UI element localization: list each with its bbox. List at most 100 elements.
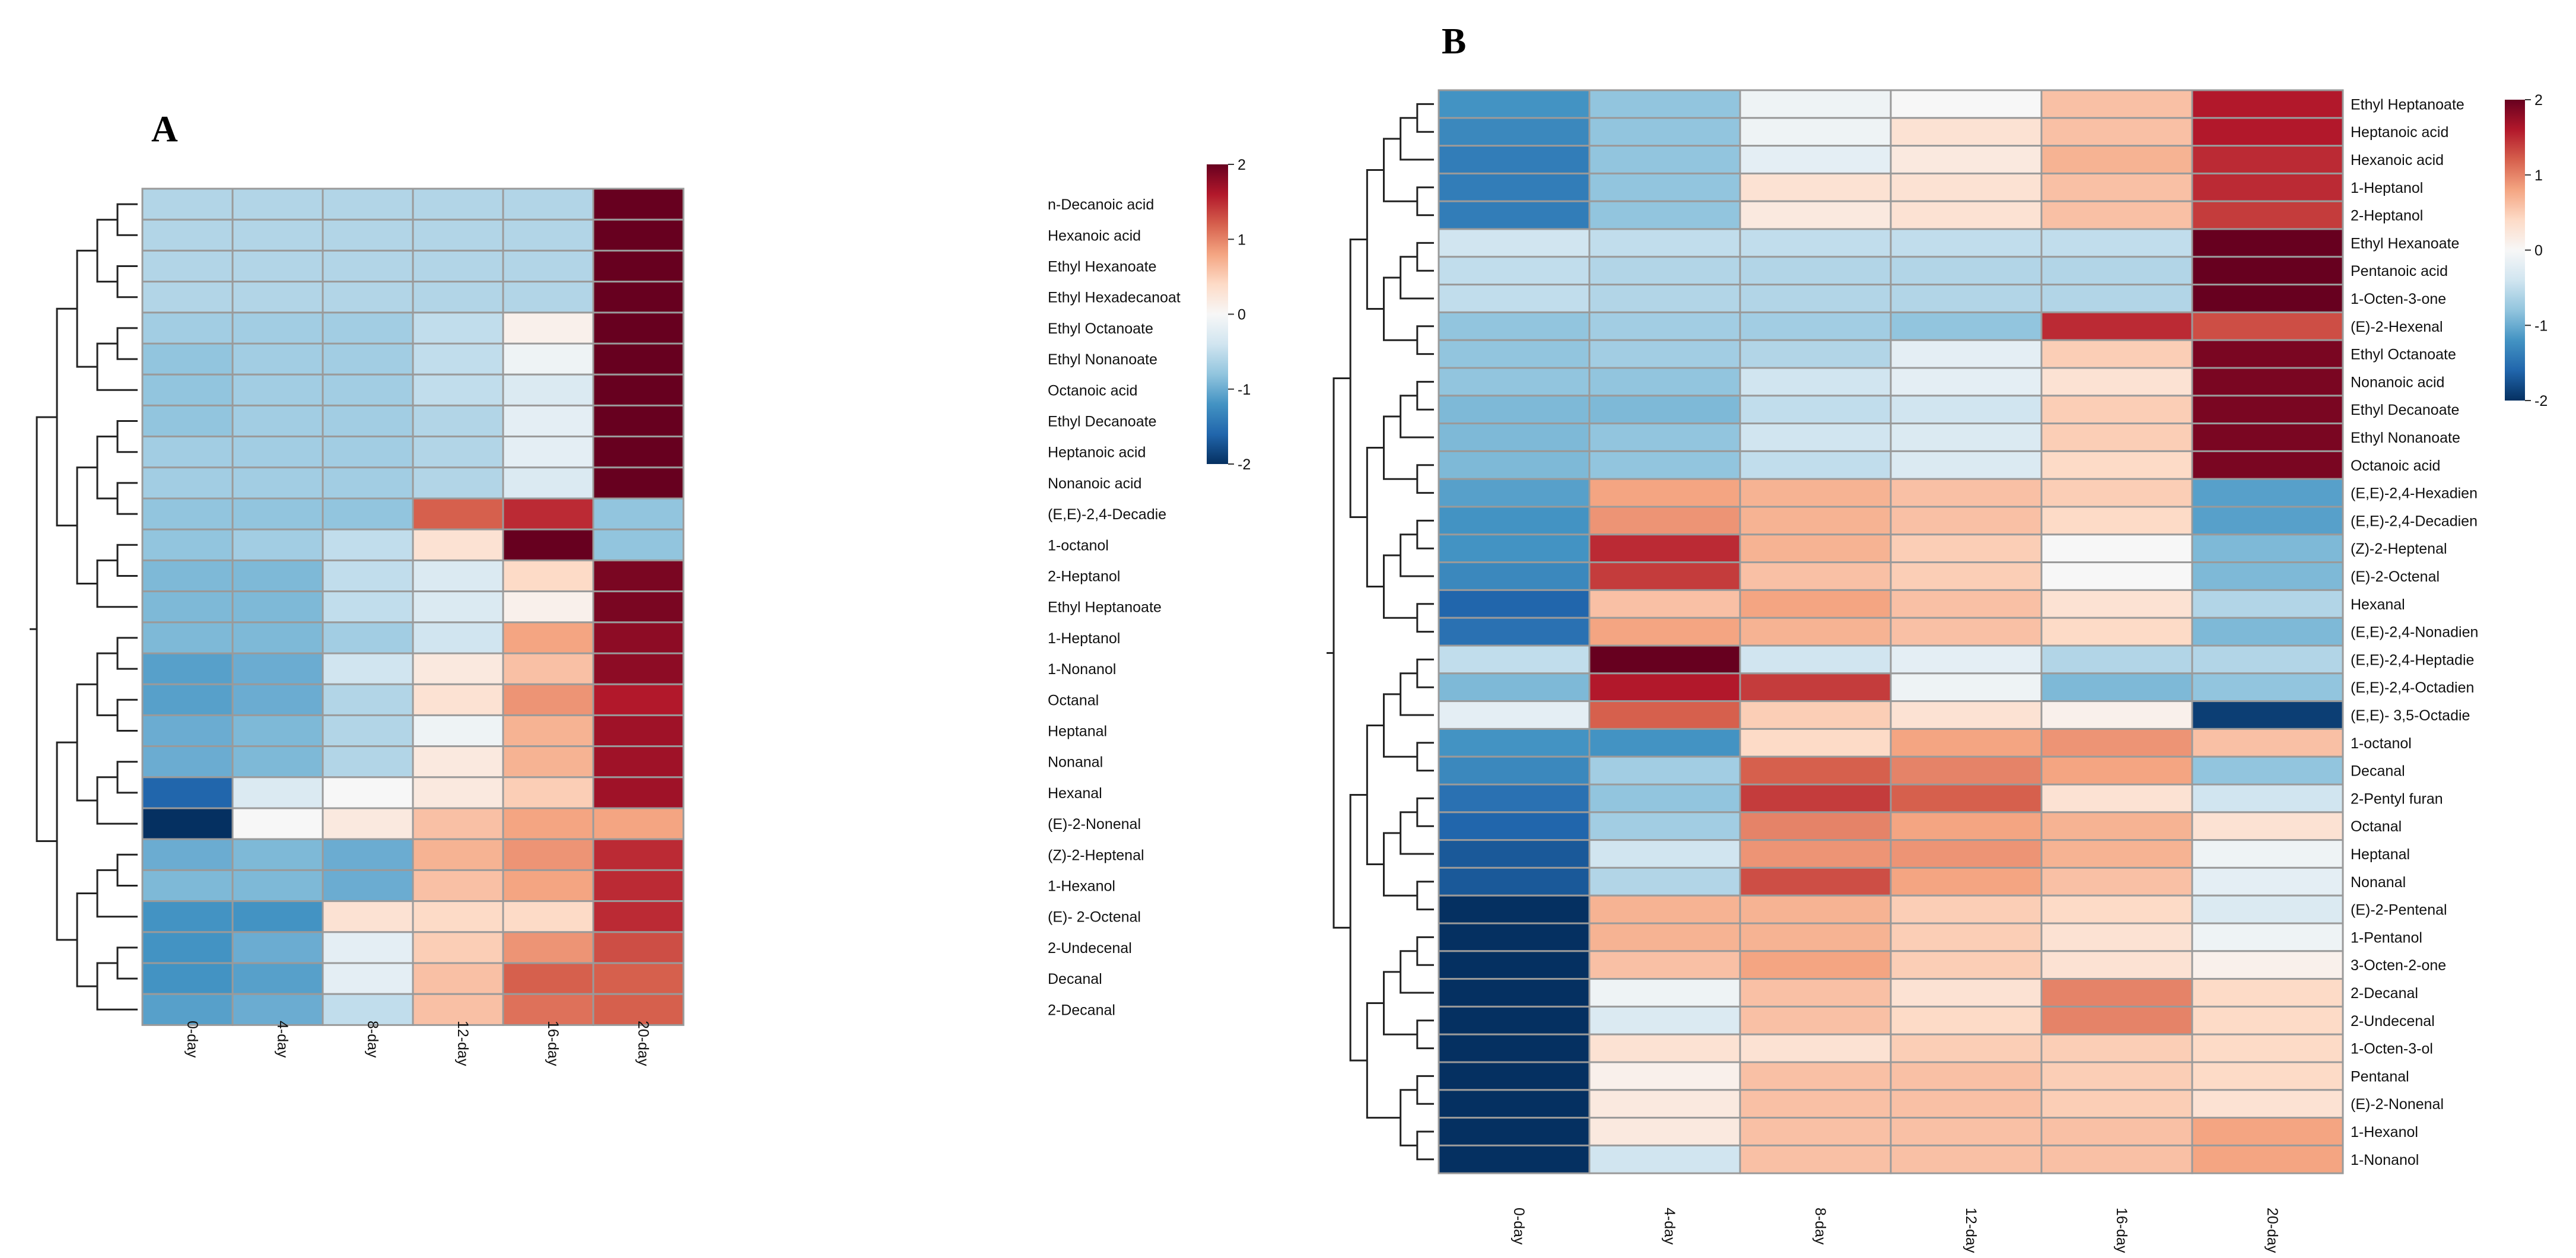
heatmap-cell [2040, 839, 2193, 869]
panel-letter-b: B [1442, 21, 1466, 62]
heatmap-cell [1438, 866, 1591, 897]
heatmap-cell [2040, 589, 2193, 619]
heatmap-cell [2040, 978, 2193, 1008]
column-label: 12-day [1963, 1208, 1979, 1253]
row-label: (E)- 2-Octenal [1048, 909, 1141, 926]
row-label: 2-Pentyl furan [2351, 790, 2443, 807]
heatmap-cell [1588, 950, 1741, 980]
dendrogram-branch [116, 420, 138, 453]
legend-tick-label: 1 [1238, 231, 1246, 248]
heatmap-cell [502, 559, 594, 593]
heatmap-cell [1890, 395, 2043, 425]
heatmap-cell [141, 745, 234, 779]
dendrogram-branch [76, 683, 97, 802]
heatmap-cell [2040, 728, 2193, 758]
heatmap-cell [1438, 117, 1591, 147]
heatmap-cell [2191, 1144, 2344, 1174]
heatmap-cell [592, 281, 685, 314]
row-label: (E)-2-Nonenal [2351, 1096, 2444, 1113]
heatmap-cell [1438, 894, 1591, 925]
heatmap-cell [1588, 783, 1741, 814]
heatmap-cell [1739, 533, 1892, 564]
heatmap-cell [231, 962, 324, 995]
heatmap-cell [1438, 533, 1591, 564]
heatmap-cell [2040, 811, 2193, 841]
heatmap-cell [141, 281, 234, 314]
dendrogram-branch [76, 466, 97, 585]
heatmap-cell [1588, 1061, 1741, 1091]
heatmap-cell [231, 188, 324, 221]
heatmap-cell [1588, 672, 1741, 703]
heatmap-cell [322, 559, 414, 593]
heatmap-cell [1890, 617, 2043, 647]
heatmap-cell [141, 683, 234, 716]
heatmap-cell [1890, 950, 2043, 980]
color-legend: 2 1 0 -1 -2 [2505, 92, 2548, 409]
heatmap-cell [502, 745, 594, 779]
heatmap-cell [2040, 894, 2193, 925]
heatmap-cell [1890, 506, 2043, 536]
row-label: 1-Hexanol [1048, 878, 1115, 895]
row-label: Ethyl Heptanoate [2351, 96, 2464, 113]
dendrogram-branch [1416, 103, 1434, 133]
heatmap-cell [412, 652, 504, 685]
dendrogram-branch [1400, 1089, 1417, 1146]
heatmap-cell [231, 683, 324, 716]
row-label: 1-Nonanol [1048, 661, 1116, 678]
heatmap-cell [2040, 866, 2193, 897]
dendrogram-branch [1400, 950, 1434, 994]
heatmap-cell [1438, 395, 1591, 425]
row-labels: n-Decanoic acid Hexanoic acid Ethyl Hexano… [1048, 196, 1181, 1018]
heatmap-cell [502, 993, 594, 1026]
row-label: Pentanal [2351, 1068, 2409, 1085]
heatmap-cell [1890, 450, 2043, 480]
heatmap-cell [231, 218, 324, 252]
heatmap-cell [1890, 978, 2043, 1008]
heatmap-cell [141, 652, 234, 685]
heatmap-cell [1438, 228, 1591, 258]
dendrogram-branch [116, 637, 138, 670]
heatmap-cell [141, 373, 234, 406]
heatmap-cell [2191, 145, 2344, 174]
heatmap-cell [2040, 311, 2193, 341]
dendrogram-branch [1349, 239, 1367, 519]
heatmap-cell [2191, 950, 2344, 980]
heatmap-cell [2040, 950, 2193, 980]
row-label: Ethyl Octanoate [1048, 320, 1153, 337]
heatmap-cell [322, 745, 414, 779]
heatmap-cell [1588, 839, 1741, 869]
dendrogram-branch [1349, 794, 1367, 1062]
heatmap-cell [1890, 339, 2043, 369]
row-label: Ethyl Decanoate [1048, 414, 1156, 430]
row-label: Nonanoic acid [1048, 475, 1141, 492]
heatmap-cells [141, 188, 685, 1026]
heatmap-cell [1588, 561, 1741, 591]
heatmap-cell [322, 962, 414, 995]
heatmap-cell [2040, 478, 2193, 508]
heatmap-cell [141, 497, 234, 530]
heatmap-cell [1739, 783, 1892, 814]
heatmap-cell [1438, 1117, 1591, 1146]
column-label: 8-day [1812, 1208, 1828, 1245]
heatmap-cell [231, 466, 324, 500]
dendrogram-branch [1400, 533, 1434, 577]
row-label: (Z)-2-Heptenal [1048, 847, 1144, 863]
row-label: 1-Heptanol [1048, 630, 1120, 647]
heatmap-cell [231, 776, 324, 809]
heatmap-cell [2040, 700, 2193, 730]
heatmap-cell [1890, 533, 2043, 564]
heatmap-cell [1890, 200, 2043, 230]
heatmap-cell [2191, 1089, 2344, 1119]
heatmap-cell [322, 590, 414, 624]
heatmap-cell [502, 373, 594, 406]
heatmap-cell [2040, 367, 2193, 397]
heatmap-cell [1890, 755, 2043, 786]
row-label: 2-Heptanol [1048, 568, 1120, 585]
heatmap-cell [231, 838, 324, 871]
dendrogram-branch [1416, 881, 1434, 911]
heatmap-cell [2040, 228, 2193, 258]
dendrogram-branch [1400, 256, 1434, 300]
heatmap-cell [412, 373, 504, 406]
dendrogram-branch [1366, 169, 1384, 310]
row-label: 1-Heptanol [2351, 180, 2423, 196]
